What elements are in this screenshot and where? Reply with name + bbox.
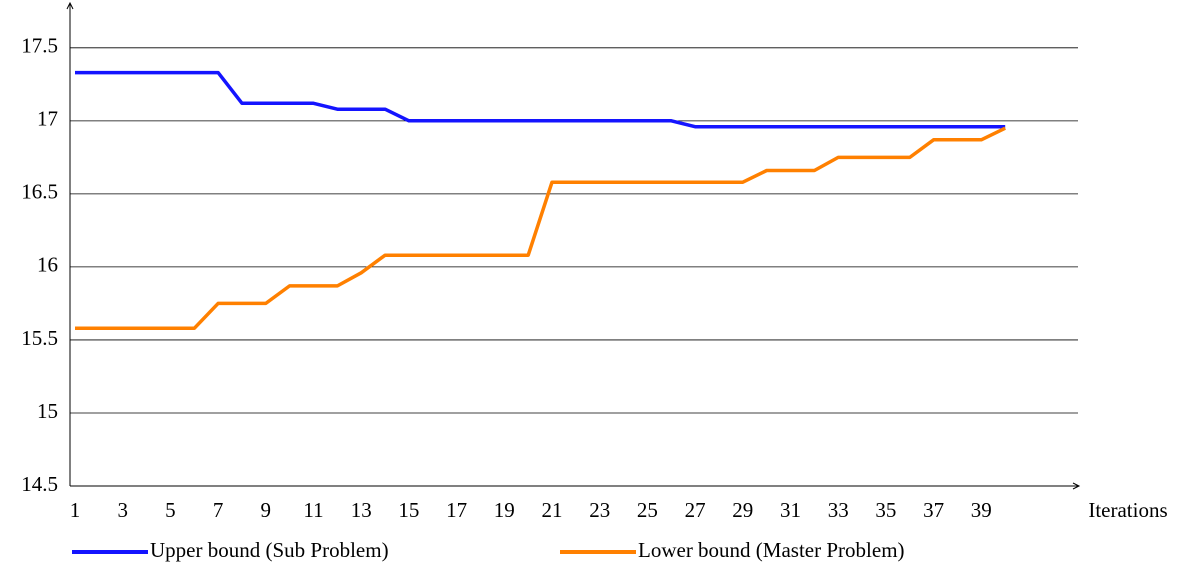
x-axis-label: Iterations	[1088, 498, 1167, 522]
y-tick-label: 15.5	[21, 326, 58, 350]
y-tick-label: 17.5	[21, 34, 58, 58]
y-tick-label: 17	[37, 107, 58, 131]
x-tick-label: 21	[542, 498, 563, 522]
x-tick-label: 39	[971, 498, 992, 522]
x-tick-label: 37	[923, 498, 944, 522]
x-tick-label: 31	[780, 498, 801, 522]
x-tick-label: 19	[494, 498, 515, 522]
legend-label: Upper bound (Sub Problem)	[150, 538, 389, 562]
y-tick-label: 14.5	[21, 472, 58, 496]
x-tick-label: 27	[685, 498, 706, 522]
x-tick-label: 3	[117, 498, 128, 522]
y-tick-label: 16.5	[21, 180, 58, 204]
x-tick-label: 35	[875, 498, 896, 522]
y-axis-arrow	[66, 1, 74, 10]
x-tick-label: 15	[398, 498, 419, 522]
x-tick-label: 33	[828, 498, 849, 522]
x-axis-arrow	[1072, 482, 1081, 490]
legend-label: Lower bound (Master Problem)	[638, 538, 905, 562]
series-line	[75, 70, 1006, 129]
x-tick-label: 7	[213, 498, 224, 522]
y-tick-label: 15	[37, 399, 58, 423]
y-tick-label: 16	[37, 253, 58, 277]
x-tick-label: 1	[70, 498, 81, 522]
x-tick-label: 29	[732, 498, 753, 522]
x-tick-label: 11	[303, 498, 323, 522]
x-tick-label: 25	[637, 498, 658, 522]
x-tick-label: 23	[589, 498, 610, 522]
x-tick-label: 9	[261, 498, 272, 522]
x-tick-label: 13	[351, 498, 372, 522]
x-tick-label: 17	[446, 498, 467, 522]
series-line	[75, 126, 1006, 331]
x-tick-label: 5	[165, 498, 176, 522]
